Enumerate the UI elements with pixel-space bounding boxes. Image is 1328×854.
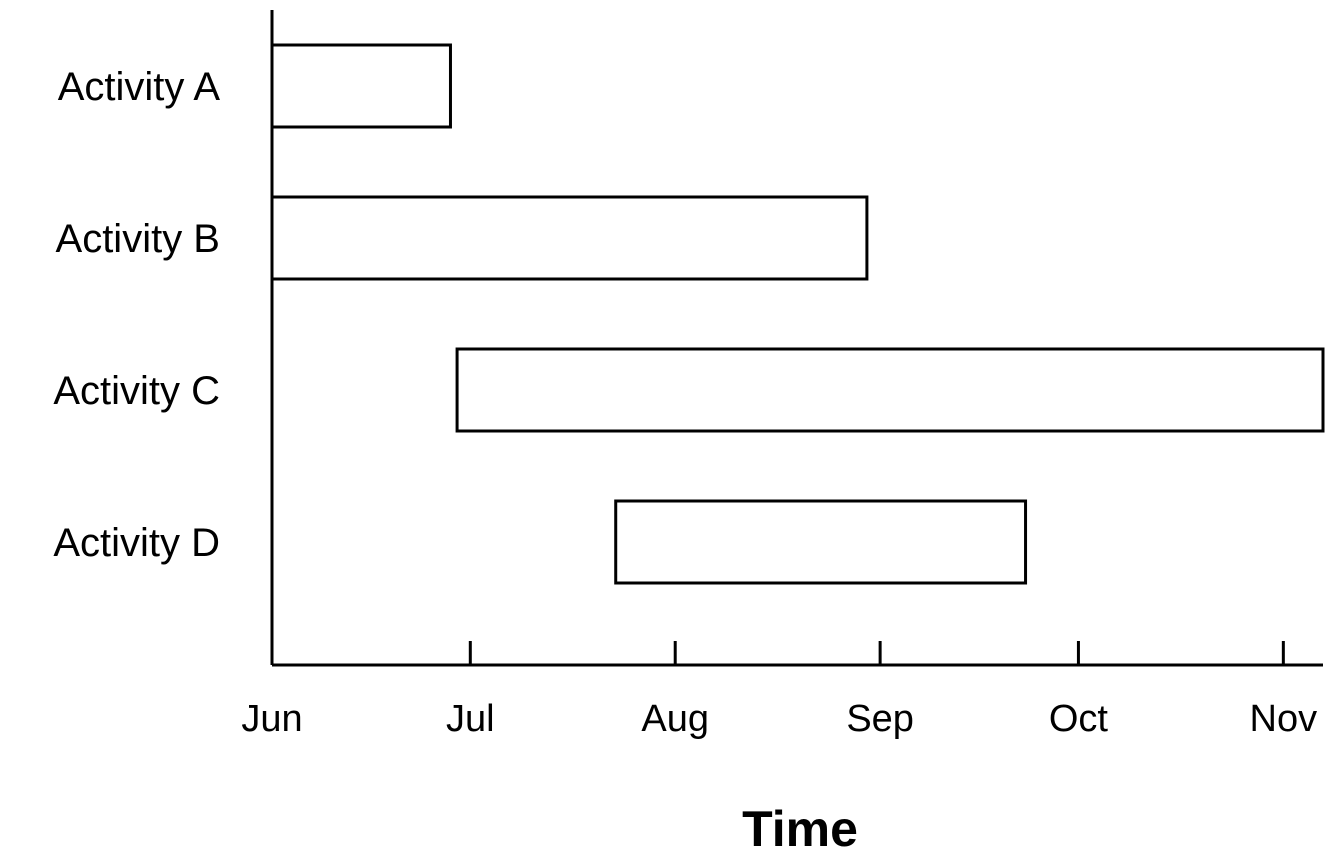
x-axis-title: Time	[742, 801, 858, 854]
bar-activity-a	[270, 43, 452, 129]
bar-activity-c	[455, 347, 1325, 433]
x-tick-label-sep: Sep	[846, 698, 914, 740]
row-label-activity-a: Activity A	[58, 65, 221, 109]
x-tick-label-nov: Nov	[1250, 698, 1318, 740]
x-tick-label-oct: Oct	[1049, 698, 1109, 740]
row-label-activity-b: Activity B	[56, 217, 220, 261]
x-tick-label-aug: Aug	[641, 698, 709, 740]
x-tick-label-jun: Jun	[241, 698, 302, 740]
bars-layer	[270, 43, 1325, 585]
row-labels: Activity A Activity B Activity C Activity D	[53, 65, 220, 565]
row-label-activity-c: Activity C	[53, 369, 220, 413]
x-axis-ticks: Jun Jul Aug Sep Oct Nov	[241, 641, 1317, 740]
bar-activity-d	[614, 499, 1028, 585]
row-label-activity-d: Activity D	[53, 521, 220, 565]
x-tick-label-jul: Jul	[446, 698, 495, 740]
bar-activity-b	[270, 195, 869, 281]
